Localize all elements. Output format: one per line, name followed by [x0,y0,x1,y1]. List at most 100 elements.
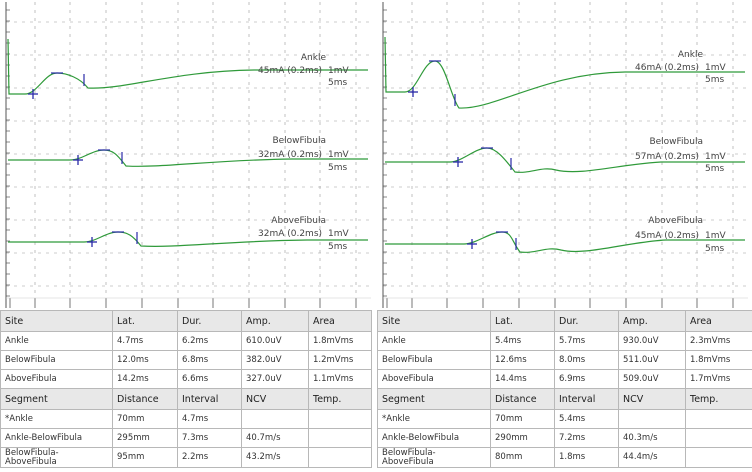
table-cell: Ankle [0,331,113,351]
table-cell: 4.7ms [112,331,178,351]
table-row: Ankle 5.4ms 5.7ms 930.0uV 2.3mVms [377,331,752,351]
table-cell: 4.7ms [177,409,242,429]
table-cell: 7.3ms [177,428,242,448]
trace-sensitivity-label: 1mV [705,63,726,73]
trace-1-2-waveform [385,231,745,253]
table-cell: 327.0uV [241,369,309,389]
table-cell: 511.0uV [618,350,686,370]
table-header-cell: Area [685,310,752,332]
table-cell: 930.0uV [618,331,686,351]
table-header-cell: Dur. [554,310,619,332]
trace-sensitivity-label: 1mV [705,152,726,162]
table-cell: 5.4ms [554,409,619,429]
table-header-row: Site Lat. Dur. Amp. Area [377,310,752,332]
trace-stimulus-label: 45mA (0.2ms) [258,66,323,76]
table-cell: 40.7m/s [241,428,309,448]
table-cell: 40.3m/s [618,428,686,448]
table-cell: 12.6ms [490,350,555,370]
table-cell: Ankle-BelowFibula [377,428,491,448]
table-cell [685,409,752,429]
table-cell [308,409,372,429]
trace-stimulus-label: 46mA (0.2ms) [635,63,700,73]
trace-site-label: BelowFibula [272,136,326,146]
table-header-cell: Amp. [241,310,309,332]
trace-sensitivity-label: 1mV [705,231,726,241]
table-header-cell: Segment [377,388,491,410]
table-cell: 44.4m/s [618,447,686,468]
table-cell: BelowFibula-AboveFibula [377,447,491,468]
table-cell: *Ankle [0,409,113,429]
table-row: BelowFibula 12.0ms 6.8ms 382.0uV 1.2mVms [0,350,372,370]
table-row: Ankle-BelowFibula 295mm 7.3ms 40.7m/s [0,428,372,448]
table-cell: 1.8ms [554,447,619,468]
table-cell: 6.6ms [177,369,242,389]
table-cell: *Ankle [377,409,491,429]
table-cell: 382.0uV [241,350,309,370]
trace-1-1-waveform [385,147,745,173]
table-cell: Ankle-BelowFibula [0,428,113,448]
trace-sensitivity-label: 1mV [328,66,349,76]
trace-sensitivity-label: 1mV [328,150,349,160]
left-recording-panel: Ankle 45mA (0.2ms) 1mV 5ms BelowFibula 3… [0,0,375,472]
table-row: AboveFibula 14.2ms 6.6ms 327.0uV 1.1mVms [0,369,372,389]
table-cell: 295mm [112,428,178,448]
table-cell: 95mm [112,447,178,468]
table-row: Ankle-BelowFibula 290mm 7.2ms 40.3m/s [377,428,752,448]
table-row: AboveFibula 14.4ms 6.9ms 509.0uV 1.7mVms [377,369,752,389]
trace-stimulus-label: 32mA (0.2ms) [258,150,323,160]
table-cell: 70mm [490,409,555,429]
table-cell: 43.2m/s [241,447,309,468]
trace-site-label: BelowFibula [649,137,703,147]
table-cell [308,428,372,448]
table-cell: 7.2ms [554,428,619,448]
table-row: *Ankle 70mm 5.4ms [377,409,752,429]
table-cell: 14.2ms [112,369,178,389]
trace-sweep-label: 5ms [328,242,348,252]
trace-site-label: AboveFibula [648,216,703,226]
table-header-cell: Temp. [308,388,372,410]
table-header-cell: Distance [112,388,178,410]
table-cell: 2.2ms [177,447,242,468]
table-row: BelowFibula 12.6ms 8.0ms 511.0uV 1.8mVms [377,350,752,370]
table-cell: 1.7mVms [685,369,752,389]
trace-stimulus-label: 57mA (0.2ms) [635,152,700,162]
table-header-cell: Temp. [685,388,752,410]
table-header-row: Site Lat. Dur. Amp. Area [0,310,372,332]
table-header-cell: Lat. [112,310,178,332]
table-cell: 14.4ms [490,369,555,389]
table-cell: 5.4ms [490,331,555,351]
table-cell: AboveFibula [377,369,491,389]
table-cell [685,428,752,448]
table-cell: 6.8ms [177,350,242,370]
table-header-row: Segment Distance Interval NCV Temp. [377,388,752,410]
trace-sweep-label: 5ms [705,75,725,85]
trace-stimulus-label: 32mA (0.2ms) [258,229,323,239]
table-row: *Ankle 70mm 4.7ms [0,409,372,429]
table-cell: BelowFibula [0,350,113,370]
table-cell: 8.0ms [554,350,619,370]
table-cell: 1.2mVms [308,350,372,370]
table-cell: 80mm [490,447,555,468]
table-cell: 290mm [490,428,555,448]
right-recording-panel: Ankle 46mA (0.2ms) 1mV 5ms BelowFibula 5… [377,0,752,472]
trace-site-label: Ankle [677,50,703,60]
table-cell [308,447,372,468]
left-results-table: Site Lat. Dur. Amp. Area Ankle 4.7ms 6.2… [0,310,372,468]
table-header-cell: Dur. [177,310,242,332]
right-results-table: Site Lat. Dur. Amp. Area Ankle 5.4ms 5.7… [377,310,752,468]
right-waveform-plot [382,2,748,308]
table-cell [241,409,309,429]
table-row: BelowFibula-AboveFibula 80mm 1.8ms 44.4m… [377,447,752,468]
table-cell: Ankle [377,331,491,351]
trace-sensitivity-label: 1mV [328,229,349,239]
trace-0-0-waveform [7,38,368,95]
table-header-cell: Lat. [490,310,555,332]
table-cell: 2.3mVms [685,331,752,351]
table-header-cell: Amp. [618,310,686,332]
table-row: Ankle 4.7ms 6.2ms 610.0uV 1.8mVms [0,331,372,351]
trace-site-label: Ankle [300,53,326,63]
trace-sweep-label: 5ms [328,78,348,88]
table-header-cell: Distance [490,388,555,410]
table-cell: 6.2ms [177,331,242,351]
table-cell: 1.8mVms [308,331,372,351]
